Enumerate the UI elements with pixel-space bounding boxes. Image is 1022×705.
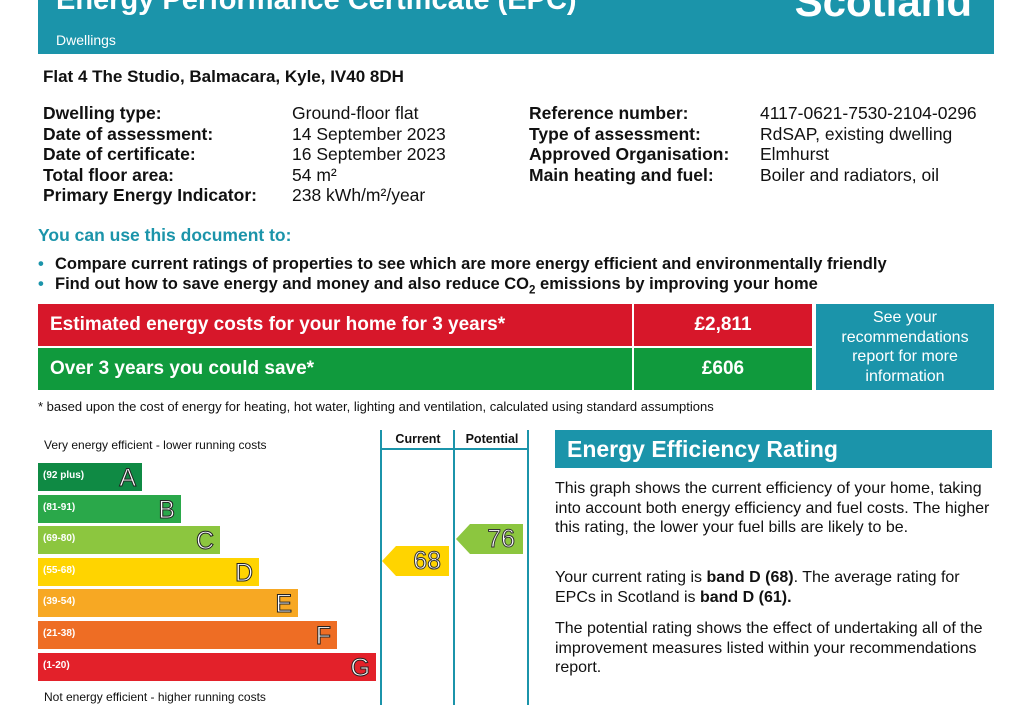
- estimated-costs-row: Estimated energy costs for your home for…: [38, 304, 814, 346]
- certificate-title: Energy Performance Certificate (EPC): [56, 0, 577, 16]
- use-document-heading: You can use this document to:: [38, 225, 292, 245]
- assessment-type-label: Type of assessment:: [529, 124, 701, 144]
- country-label: Scotland: [794, 0, 972, 25]
- chart-top-caption: Very energy efficient - lower running co…: [44, 438, 267, 452]
- eer-current-text-a: Your current rating is: [555, 569, 707, 586]
- bullet-save: • Find out how to save energy and money a…: [38, 275, 818, 296]
- estimated-costs-label: Estimated energy costs for your home for…: [38, 304, 632, 346]
- reference-number-value: 4117-0621-7530-2104-0296: [760, 103, 977, 123]
- header-banner: Energy Performance Certificate (EPC) Dwe…: [38, 0, 994, 54]
- reference-number-label: Reference number:: [529, 103, 689, 123]
- rating-band-range: (92 plus): [43, 470, 85, 481]
- rating-band-letter: D: [234, 558, 253, 587]
- certificate-date-label: Date of certificate:: [43, 144, 196, 164]
- rating-band-range: (69-80): [43, 533, 76, 545]
- potential-rating-arrow-icon: [456, 524, 523, 554]
- property-address: Flat 4 The Studio, Balmacara, Kyle, IV40…: [43, 67, 404, 86]
- eer-paragraph-current: Your current rating is band D (68). The …: [555, 568, 995, 607]
- heating-fuel-value: Boiler and radiators, oil: [760, 165, 939, 185]
- bullet-compare: • Compare current ratings of properties t…: [38, 255, 887, 274]
- rating-band-letter: F: [315, 622, 331, 651]
- cost-footnote: * based upon the cost of energy for heat…: [38, 399, 714, 414]
- dwelling-type-label: Dwelling type:: [43, 103, 162, 123]
- rating-band-letter: G: [350, 653, 370, 682]
- primary-energy-label: Primary Energy Indicator:: [43, 185, 257, 205]
- rating-band-g: (1-20) G: [38, 652, 376, 682]
- eer-current-band: band D (68): [706, 569, 794, 586]
- approved-organisation-label: Approved Organisation:: [529, 144, 730, 164]
- bullet-save-text-pre: Find out how to save energy and money an…: [55, 275, 530, 293]
- chart-divider-middle: [453, 430, 455, 705]
- chart-divider-left: [380, 430, 382, 705]
- bullet-marker: •: [38, 255, 44, 273]
- rating-band-range: (39-54): [43, 596, 76, 608]
- certificate-date-value: 16 September 2023: [292, 144, 446, 164]
- rating-band-range: (1-20): [43, 659, 70, 671]
- current-rating-pointer: 68: [382, 546, 449, 576]
- certificate-subtitle: Dwellings: [56, 32, 116, 48]
- assessment-date-label: Date of assessment:: [43, 124, 214, 144]
- floor-area-value: 54 m²: [292, 165, 337, 185]
- bullet-save-text-sub: 2: [529, 284, 536, 297]
- rating-band-b: (81-91) B: [38, 494, 181, 524]
- rating-band-letter: E: [275, 590, 293, 619]
- rating-band-letter: A: [119, 464, 137, 493]
- potential-rating-value: 76: [487, 525, 516, 554]
- rating-band-a: (92 plus) A: [38, 463, 142, 493]
- bullet-marker: •: [38, 275, 44, 293]
- savings-label: Over 3 years you could save*: [38, 348, 632, 390]
- bullet-save-text-post: emissions by improving your home: [535, 275, 818, 293]
- assessment-date-value: 14 September 2023: [292, 124, 446, 144]
- eer-current-text-c: . The average rating for EPCs in Scotlan…: [555, 569, 960, 606]
- rating-band-d: (55-68) D: [38, 557, 259, 587]
- eer-average-band: band D (61).: [699, 588, 792, 606]
- floor-area-label: Total floor area:: [43, 165, 174, 185]
- eer-paragraph-potential: The potential rating shows the effect of…: [555, 620, 983, 677]
- potential-column-header: Potential: [465, 432, 519, 446]
- primary-energy-value: 238 kWh/m²/year: [292, 185, 426, 205]
- rating-band-range: (55-68): [43, 564, 76, 576]
- chart-divider-right: [527, 430, 529, 705]
- eer-paragraph-graph: This graph shows the current efficiency …: [555, 480, 990, 537]
- bullet-compare-text: Compare current ratings of properties to…: [55, 255, 887, 273]
- heating-fuel-label: Main heating and fuel:: [529, 165, 714, 185]
- chart-header-rule: [380, 448, 529, 450]
- current-column-header: Current: [395, 432, 441, 446]
- potential-rating-pointer: 76: [456, 524, 523, 554]
- rating-band-c: (69-80) C: [38, 526, 220, 556]
- rating-band-range: (81-91): [43, 501, 76, 513]
- savings-value: £606: [634, 348, 812, 390]
- rating-band-letter: B: [158, 495, 176, 524]
- current-rating-arrow-icon: [382, 546, 449, 576]
- rating-band-letter: C: [195, 527, 214, 556]
- recommendations-link-text: See your recommendations report for more…: [841, 309, 969, 385]
- savings-row: Over 3 years you could save* £606: [38, 348, 814, 390]
- rating-band-f: (21-38) F: [38, 621, 337, 651]
- rating-band-range: (21-38): [43, 628, 76, 639]
- assessment-type-value: RdSAP, existing dwelling: [760, 124, 953, 144]
- approved-organisation-value: Elmhurst: [760, 144, 830, 164]
- energy-efficiency-heading: Energy Efficiency Rating: [555, 430, 992, 468]
- estimated-costs-value: £2,811: [634, 304, 812, 346]
- recommendations-link-box[interactable]: See your recommendations report for more…: [816, 304, 994, 390]
- current-rating-value: 68: [413, 547, 442, 576]
- chart-bottom-caption: Not energy efficient - higher running co…: [44, 690, 266, 704]
- rating-band-e: (39-54) E: [38, 589, 298, 619]
- dwelling-type-value: Ground-floor flat: [292, 103, 419, 123]
